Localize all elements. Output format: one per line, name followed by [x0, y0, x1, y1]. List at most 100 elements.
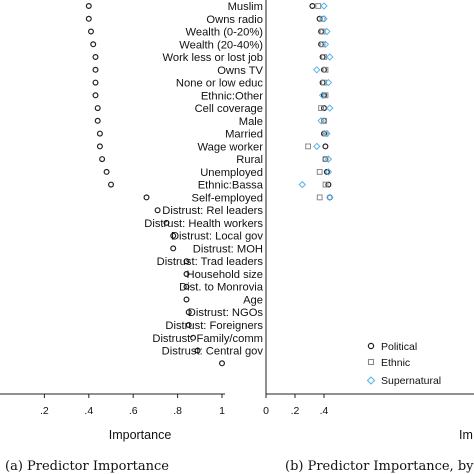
- panel-b-variable-label: Muslim: [228, 1, 263, 13]
- panel-a-point: [92, 66, 99, 73]
- panel-a-point: [185, 322, 192, 329]
- panel-b-point-ethnic: [322, 130, 329, 137]
- panel-b-point-political: [323, 168, 330, 175]
- panel-b-variable-label: Married: [225, 129, 263, 141]
- panel-a-point: [185, 309, 192, 316]
- panel-b-variable-label: Age: [243, 295, 263, 307]
- panel-b-point-supernatural: [320, 15, 328, 23]
- panel-b-point-supernatural: [313, 142, 321, 151]
- panel-a: .2 .4 .6 .8 1 Importance (a) Predictor Impor…: [0, 2, 226, 474]
- panel-b-point-ethnic: [315, 3, 322, 9]
- panel-b-variable-label: Wealth (20-40%): [179, 39, 263, 51]
- panel-a-point: [194, 347, 201, 354]
- panel-a-point: [183, 271, 190, 278]
- panel-a-point: [183, 283, 190, 290]
- panel-b-variable-label: Distrust: Foreigners: [165, 320, 263, 332]
- panel-b-variable-label: Dist. to Monrovia: [179, 282, 264, 294]
- panel-b-point-political: [322, 143, 329, 150]
- panel-b-point-ethnic: [318, 105, 325, 111]
- panel-a-point: [183, 258, 190, 265]
- panel-b-x-axis-label: Im: [459, 428, 473, 442]
- panel-b-point-supernatural: [326, 104, 334, 112]
- panel-b-variable-label: Male: [239, 116, 263, 128]
- panel-b-point-supernatural: [313, 66, 321, 74]
- panel-b-point-supernatural: [326, 53, 334, 61]
- panel-b-variable-label: Distrust: Family/comm: [152, 333, 263, 345]
- panel-a-x-tick-label: .6: [129, 405, 138, 417]
- panel-a-point: [154, 207, 161, 214]
- panel-b-x-ticks: 0 .2 .4: [263, 394, 329, 417]
- panel-b-variable-label: None or low educ: [176, 78, 263, 90]
- panel-b-point-political: [316, 15, 323, 22]
- panel-a-point: [85, 15, 92, 22]
- panel-a-x-tick-label: .8: [173, 405, 182, 417]
- panel-b-point-political: [319, 79, 326, 86]
- panel-b-point-ethnic: [322, 66, 329, 73]
- panel-b-variable-label: Self-employed: [191, 192, 263, 204]
- panel-b-x-tick-label: .4: [320, 405, 329, 417]
- panel-b-variable-label: Work less or lost job: [162, 52, 263, 64]
- panel-a-x-ticks: .2 .4 .6 .8 1: [40, 394, 225, 417]
- panel-a-point: [143, 194, 150, 201]
- panel-b-point-supernatural: [317, 117, 325, 125]
- panel-b-x-tick-label: 0: [263, 405, 269, 417]
- legend-political-label: Political: [381, 341, 417, 353]
- panel-a-point: [96, 143, 103, 150]
- panel-b-point-ethnic: [316, 194, 323, 201]
- panel-a-point: [96, 130, 103, 137]
- panel-b-variable-label: Ethnic:Bassa: [198, 180, 264, 192]
- panel-a-point: [170, 232, 177, 239]
- panel-a-point: [183, 296, 190, 303]
- panel-b-point-supernatural: [298, 180, 307, 189]
- panel-a-point: [99, 156, 106, 163]
- panel-b-point-ethnic: [319, 28, 326, 35]
- panel-b-point-ethnic: [322, 92, 329, 99]
- panel-b-variable-label: Wage worker: [198, 141, 264, 153]
- panel-a-point: [103, 168, 110, 175]
- panel-a-x-tick-label: .4: [84, 405, 93, 417]
- panel-b-variable-label: Owns radio: [206, 14, 263, 26]
- panel-b-point-ethnic: [321, 79, 327, 86]
- panel-b-variable-label: Distrust: Trad leaders: [157, 256, 264, 268]
- panel-a-point: [87, 28, 94, 35]
- panel-b-point-political: [319, 53, 326, 60]
- legend: Political Ethnic Supernatural: [366, 341, 441, 387]
- panel-b-point-supernatural: [324, 155, 333, 163]
- panel-a-point: [190, 334, 197, 341]
- panel-b-point-ethnic: [322, 181, 329, 188]
- panel-b-point-supernatural: [323, 27, 331, 36]
- panel-b-point-supernatural: [321, 40, 330, 49]
- panel-b-point-supernatural: [326, 193, 334, 202]
- panel-b-point-ethnic: [316, 169, 323, 175]
- panel-b-point-ethnic: [321, 117, 327, 124]
- panel-b-points: [298, 2, 334, 202]
- panel-b-point-supernatural: [324, 78, 333, 87]
- panel-a-point: [94, 105, 101, 112]
- panel-b-variable-label: Cell coverage: [195, 103, 263, 115]
- panel-a-caption: (a) Predictor Importance: [5, 459, 169, 474]
- panel-a-points: [85, 2, 226, 367]
- legend-political-marker: [367, 342, 375, 350]
- panel-a-point: [90, 41, 97, 48]
- panel-b-variable-label: Distrust: Central gov: [162, 346, 264, 358]
- legend-ethnic-label: Ethnic: [381, 357, 410, 369]
- panel-b-caption: (b) Predictor Importance, by: [285, 459, 474, 474]
- panel-b-variable-label: Distrust: MOH: [193, 243, 263, 255]
- panel-b-point-political: [309, 2, 316, 10]
- panel-b-point-supernatural: [323, 129, 331, 138]
- panel-a-x-tick-label: 1: [219, 405, 225, 417]
- panel-b-variable-label: Ethnic:Other: [201, 90, 263, 102]
- legend-ethnic-marker: [367, 358, 375, 366]
- panel-a-point: [92, 79, 99, 86]
- panel-b-variable-label: Rural: [236, 154, 263, 166]
- panel-b-point-supernatural: [324, 168, 333, 176]
- panel-b-variable-label: Distrust: Local gov: [171, 231, 263, 243]
- panel-a-point: [92, 53, 99, 60]
- panel-a-x-axis-label: Importance: [109, 428, 172, 442]
- panel-a-point: [92, 92, 99, 99]
- panel-b-point-supernatural: [318, 91, 327, 100]
- panel-a-point: [163, 219, 170, 226]
